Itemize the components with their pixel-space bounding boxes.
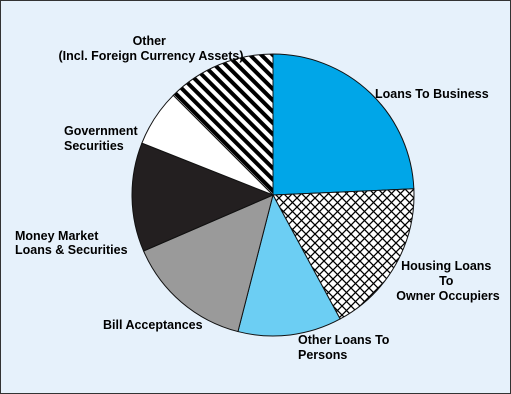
pie-slice-2 bbox=[237, 193, 341, 337]
slice-label-bill-acceptances: Bill Acceptances bbox=[103, 318, 203, 332]
pie-slice-1 bbox=[272, 188, 415, 320]
pie-slice-6 bbox=[172, 53, 274, 197]
slice-label-loans-to-business: Loans To Business bbox=[375, 87, 489, 101]
slice-label-government-securities: Government Securities bbox=[64, 124, 141, 153]
pie-slices bbox=[131, 53, 415, 337]
slice-label-other-loans-to-persons: Other Loans To Persons bbox=[298, 333, 393, 362]
slice-label-housing-loans: Housing Loans To Owner Occupiers bbox=[396, 259, 500, 303]
pie-slice-3 bbox=[142, 194, 274, 333]
pie-slice-0 bbox=[272, 53, 415, 196]
slice-label-money-market: Money Market Loans & Securities bbox=[15, 229, 128, 257]
slice-label-other-foreign-currency: Other (Incl. Foreign Currency Assets) bbox=[59, 34, 244, 63]
pie-slice-4 bbox=[131, 142, 275, 252]
